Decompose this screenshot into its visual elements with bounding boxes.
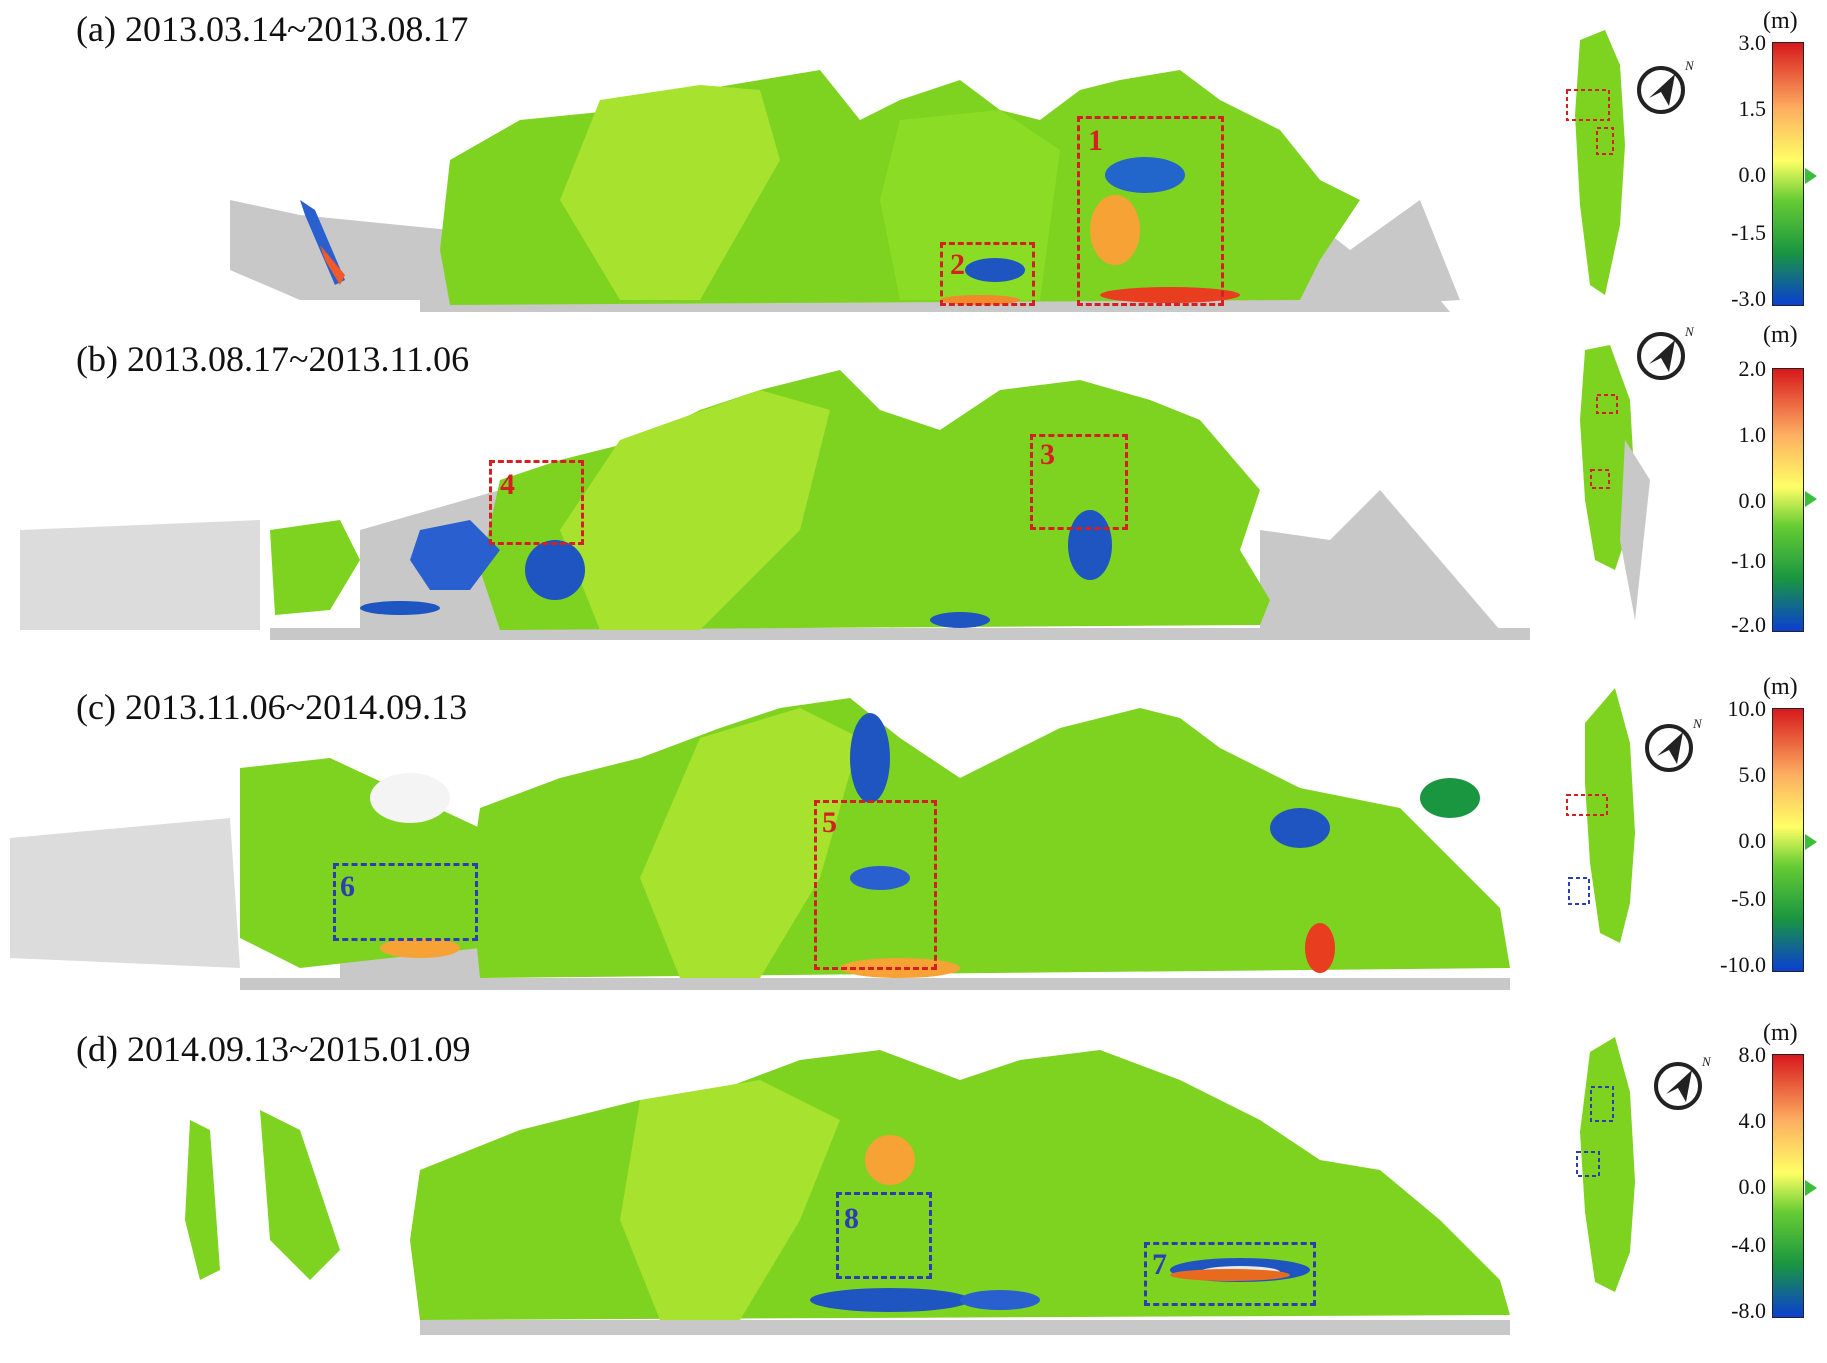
colorbar	[1772, 368, 1804, 632]
north-arrow-icon: N	[1635, 58, 1695, 118]
region-label-8: 8	[844, 1202, 859, 1235]
colorbar-tick: -2.0	[1731, 612, 1766, 637]
colorbar-tick: 0.0	[1738, 1174, 1767, 1199]
north-label: N	[1702, 1054, 1711, 1069]
region-label-2: 2	[950, 248, 965, 281]
colorbar-tick: -1.5	[1731, 220, 1766, 245]
panel-b: (b) 2013.08.17~2013.11.06 4 3 N (m) 2.0 …	[0, 322, 1827, 650]
colorbar-tick: -10.0	[1720, 952, 1766, 977]
colorbar-tick: 5.0	[1738, 762, 1767, 787]
colorbar-tick: 3.0	[1738, 30, 1767, 55]
colorbar	[1772, 1054, 1804, 1318]
region-box-7	[1144, 1242, 1316, 1306]
region-label-6: 6	[340, 870, 355, 903]
colorbar-tick: -4.0	[1731, 1232, 1766, 1257]
region-box-6	[333, 863, 478, 941]
colorbar-tick: 1.0	[1738, 422, 1767, 447]
north-label: N	[1693, 716, 1702, 731]
region-label-5: 5	[822, 806, 837, 839]
region-box-8	[836, 1192, 932, 1279]
panel-title: (b) 2013.08.17~2013.11.06	[76, 339, 470, 379]
region-box-3	[1030, 434, 1128, 530]
colorbar-tick: -1.0	[1731, 548, 1766, 573]
colorbar-unit: (m)	[1763, 8, 1798, 34]
north-arrow-icon: N	[1635, 324, 1695, 384]
colorbar-zero-marker	[1805, 1180, 1817, 1196]
colorbar-tick: 0.0	[1738, 162, 1767, 187]
side-view-map	[1566, 30, 1625, 295]
colorbar-tick: 2.0	[1738, 356, 1767, 381]
region-label-3: 3	[1040, 438, 1055, 471]
north-label: N	[1685, 58, 1694, 73]
terrain-map	[230, 70, 1460, 312]
colorbar-tick: 8.0	[1738, 1042, 1767, 1067]
colorbar-unit: (m)	[1763, 322, 1798, 348]
colorbar-tick: -8.0	[1731, 1298, 1766, 1323]
colorbar-tick: 1.5	[1738, 96, 1767, 121]
colorbar-zero-marker	[1805, 168, 1817, 184]
north-arrow-icon: N	[1643, 716, 1703, 776]
colorbar-tick: 0.0	[1738, 828, 1767, 853]
panel-a: (a) 2013.03.14~2013.08.17 1 2 N (m) 3.0 …	[0, 0, 1827, 320]
colorbar	[1772, 42, 1804, 306]
colorbar-tick: 0.0	[1738, 488, 1767, 513]
region-box-4	[489, 460, 584, 545]
north-label: N	[1685, 324, 1694, 339]
region-label-1: 1	[1088, 124, 1103, 157]
panel-title: (d) 2014.09.13~2015.01.09	[76, 1029, 471, 1069]
region-box-5	[814, 800, 937, 970]
colorbar-unit: (m)	[1763, 674, 1798, 700]
panel-c: (c) 2013.11.06~2014.09.13 6 5 N (m) 10.0…	[0, 674, 1827, 1008]
region-box-2	[940, 242, 1035, 306]
side-view-map	[1580, 345, 1650, 620]
region-label-7: 7	[1152, 1248, 1167, 1281]
region-label-4: 4	[500, 468, 515, 501]
panel-title: (c) 2013.11.06~2014.09.13	[76, 687, 468, 727]
colorbar-tick: -5.0	[1731, 886, 1766, 911]
north-arrow-icon: N	[1652, 1054, 1712, 1114]
colorbar-tick: -3.0	[1731, 286, 1766, 311]
colorbar-tick: 4.0	[1738, 1108, 1767, 1133]
colorbar	[1772, 708, 1804, 972]
region-box-1	[1077, 116, 1224, 306]
colorbar-zero-marker	[1805, 834, 1817, 850]
terrain-map	[185, 1050, 1510, 1335]
colorbar-zero-marker	[1805, 491, 1817, 507]
panel-d: (d) 2014.09.13~2015.01.09 8 7 N (m) 8.0 …	[0, 1020, 1827, 1360]
side-view-map	[1576, 1037, 1635, 1292]
panel-title: (a) 2013.03.14~2013.08.17	[76, 9, 469, 49]
colorbar-tick: 10.0	[1727, 696, 1767, 721]
colorbar-unit: (m)	[1763, 1020, 1798, 1046]
side-view-map	[1566, 688, 1635, 943]
